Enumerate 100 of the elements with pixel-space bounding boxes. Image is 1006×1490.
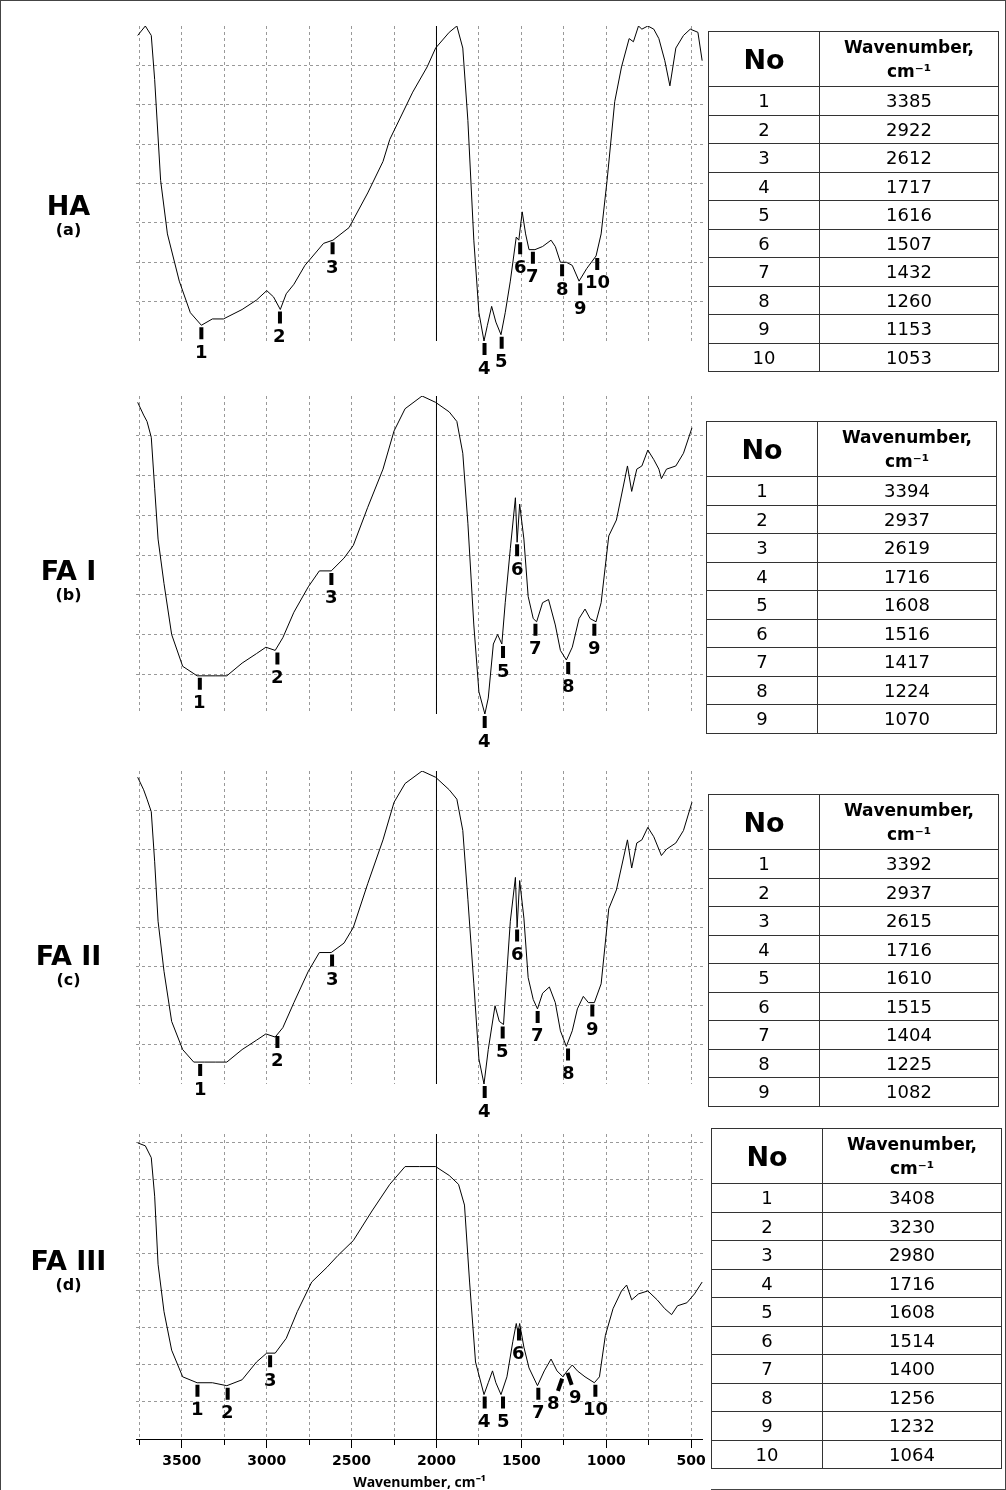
annotation: 10 (585, 271, 611, 292)
text: (b) (54, 585, 83, 604)
annotation: 4 (478, 357, 491, 378)
text: 7 (711, 1354, 823, 1383)
annotation: 8 (556, 278, 569, 299)
text: 1053 (819, 343, 999, 372)
text: 8 (708, 1049, 820, 1078)
text: 10 (711, 1440, 823, 1469)
text: Wavenumber, cm⁻¹ (822, 1128, 1002, 1184)
text: 2937 (817, 505, 997, 534)
text: 8 (706, 676, 818, 705)
text: 1 (711, 1183, 823, 1212)
text: 6 (708, 992, 820, 1021)
text: 7 (708, 257, 820, 286)
annotation: 3 (264, 1369, 277, 1390)
x-tick-label: 500 (676, 1451, 706, 1468)
annotation: 2 (271, 1049, 284, 1070)
text: Wavenumber, cm⁻¹ (817, 421, 997, 477)
annotation: 1 (193, 691, 206, 712)
text: 5 (708, 200, 820, 229)
text: 2 (706, 505, 818, 534)
text: (d) (54, 1275, 83, 1294)
annotation: 5 (497, 660, 510, 681)
text: 2619 (817, 533, 997, 562)
annotation: 2 (273, 325, 286, 346)
text: 2937 (819, 878, 999, 907)
text: 1516 (817, 619, 997, 648)
annotation: 3 (326, 256, 339, 277)
text: 3 (711, 1240, 823, 1269)
annotation: 7 (529, 637, 542, 658)
text: 4 (711, 1269, 823, 1298)
annotation: 1 (194, 1078, 207, 1099)
text: 1515 (819, 992, 999, 1021)
text: 10 (708, 343, 820, 372)
annotation: 4 (478, 1410, 491, 1431)
text: FA I (39, 555, 98, 586)
annotation: 5 (495, 350, 508, 371)
annotation: 8 (562, 675, 575, 696)
text: 1 (706, 476, 818, 505)
text: 5 (708, 963, 820, 992)
text: 1064 (822, 1440, 1002, 1469)
annotation: 7 (526, 265, 539, 286)
annotation: 6 (514, 256, 527, 277)
text: 3 (706, 533, 818, 562)
text: 2 (708, 878, 820, 907)
annotation: 1 (195, 341, 208, 362)
text: 7 (708, 1020, 820, 1049)
annotation: 3 (325, 586, 338, 607)
text: 3 (708, 143, 820, 172)
text: 2 (711, 1212, 823, 1241)
text: 1404 (819, 1020, 999, 1049)
annotation: 9 (588, 637, 601, 658)
text: Wavenumber, cm⁻¹ (819, 31, 999, 87)
text: 3230 (822, 1212, 1002, 1241)
text: 6 (708, 229, 820, 258)
text: 1432 (819, 257, 999, 286)
x-tick-label: 2500 (332, 1451, 372, 1468)
x-tick-label: 3500 (162, 1451, 202, 1468)
text: 1716 (819, 935, 999, 964)
text: 9 (706, 704, 818, 733)
text: 3385 (819, 86, 999, 115)
text: 1082 (819, 1077, 999, 1106)
annotation: 8 (547, 1392, 560, 1413)
text: No (708, 31, 820, 87)
text: 3408 (822, 1183, 1002, 1212)
annotation: 7 (531, 1024, 544, 1045)
annotation: 9 (569, 1386, 582, 1407)
text: 3 (708, 906, 820, 935)
annotation: 9 (586, 1018, 599, 1039)
text: Wavenumber, cm⁻¹ (819, 794, 999, 850)
text: 2612 (819, 143, 999, 172)
text: 1256 (822, 1383, 1002, 1412)
text: 2922 (819, 115, 999, 144)
text: No (708, 794, 820, 850)
annotation: 3 (326, 968, 339, 989)
text: No (711, 1128, 823, 1184)
text: 2615 (819, 906, 999, 935)
annotation: 6 (511, 943, 524, 964)
text: 4 (708, 172, 820, 201)
text: 1716 (822, 1269, 1002, 1298)
text: 5 (711, 1297, 823, 1326)
text: 1716 (817, 562, 997, 591)
text: 1 (708, 86, 820, 115)
x-tick-label: 1500 (501, 1451, 542, 1468)
text: 1608 (822, 1297, 1002, 1326)
x-axis-title: Wavenumber, cm⁻¹ (353, 1472, 486, 1490)
text: 4 (708, 935, 820, 964)
text: 1 (708, 849, 820, 878)
text: 7 (706, 647, 818, 676)
text: 1717 (819, 172, 999, 201)
text: (a) (54, 220, 83, 239)
text: 1417 (817, 647, 997, 676)
text: 9 (708, 1077, 820, 1106)
text: 6 (711, 1326, 823, 1355)
text: 1610 (819, 963, 999, 992)
annotation: 5 (496, 1040, 509, 1061)
x-tick-label: 2000 (417, 1451, 457, 1468)
annotation: 6 (512, 1342, 525, 1363)
text: 1616 (819, 200, 999, 229)
text: 1507 (819, 229, 999, 258)
